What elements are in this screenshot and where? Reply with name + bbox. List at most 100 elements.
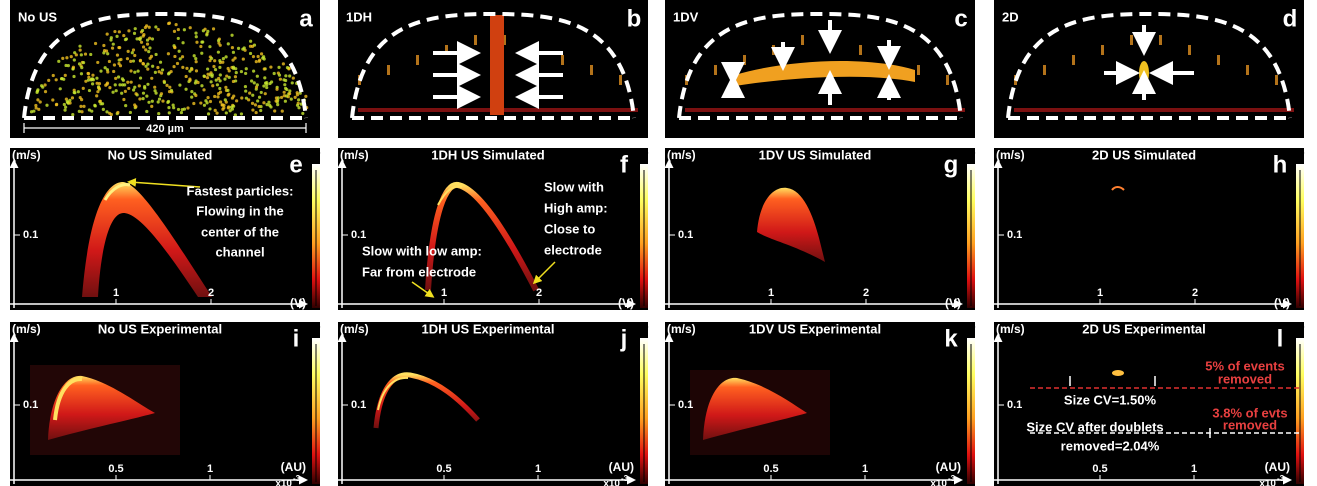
cell — [224, 111, 228, 115]
cell — [220, 103, 224, 107]
cell — [221, 60, 225, 64]
cell — [176, 107, 181, 112]
cell — [177, 49, 181, 53]
cell — [248, 44, 253, 48]
cell — [259, 108, 263, 113]
y-tick-label: 0.1 — [23, 399, 38, 411]
cell — [185, 66, 189, 70]
annotation: Close to — [544, 221, 595, 236]
cell — [114, 76, 118, 80]
cell — [218, 90, 223, 94]
cell — [71, 112, 75, 117]
cell — [134, 92, 138, 96]
channel-outline — [350, 11, 636, 120]
edge-cell — [1130, 35, 1133, 45]
cell — [156, 100, 160, 104]
cell — [186, 106, 190, 110]
annotation: removed=2.04% — [1061, 438, 1160, 453]
edge-cell — [387, 65, 390, 75]
annotation: Size CV after doublets — [1026, 419, 1163, 434]
x-tick-label: 0.5 — [763, 463, 778, 475]
cell — [112, 69, 116, 74]
cell — [131, 48, 136, 52]
cell — [98, 99, 102, 103]
cell — [139, 40, 144, 44]
cell — [68, 101, 72, 105]
cell — [239, 69, 244, 74]
cell — [122, 97, 126, 102]
cell — [59, 77, 64, 81]
cell — [178, 57, 182, 61]
cell — [291, 76, 295, 80]
cell — [168, 85, 172, 89]
cell — [226, 88, 230, 92]
cell — [123, 89, 127, 93]
edge-cell — [714, 65, 717, 75]
panel-title: 1DH US Experimental — [422, 321, 555, 336]
cell — [167, 90, 172, 94]
cell — [114, 89, 118, 93]
density — [425, 181, 539, 292]
x-multiplier: x10 — [603, 479, 620, 486]
cell — [81, 86, 85, 90]
colorbar-label: # — [1296, 147, 1305, 164]
cell — [285, 87, 289, 92]
cell — [231, 58, 235, 62]
y-unit: (m/s) — [12, 148, 41, 162]
cell — [148, 46, 152, 50]
cell — [72, 74, 76, 79]
cell — [277, 65, 281, 69]
cell — [111, 42, 115, 46]
cell — [241, 57, 245, 61]
cell — [209, 56, 214, 61]
cell — [162, 80, 167, 85]
cell — [106, 52, 110, 56]
edge-cell — [1101, 45, 1104, 55]
cell — [233, 113, 237, 117]
y-tick-label: 0.1 — [1007, 399, 1022, 411]
cell — [236, 46, 241, 50]
annotation: removed — [1218, 371, 1272, 386]
cell — [244, 89, 248, 93]
cell — [223, 77, 227, 81]
x-multiplier: x10 — [275, 479, 292, 486]
cell — [203, 27, 207, 31]
annotation: Slow with low amp: — [362, 243, 482, 258]
cell — [150, 37, 155, 41]
cell — [136, 69, 140, 73]
cell — [280, 109, 284, 113]
cell — [262, 101, 266, 105]
cell — [295, 103, 300, 107]
cell — [218, 73, 222, 77]
cell — [130, 51, 134, 55]
cell — [84, 79, 88, 83]
cell — [29, 110, 34, 114]
y-unit: (m/s) — [667, 148, 696, 162]
plot-panel: 0.1 (m/s) 1 2 (V) #2D US Simulated h — [993, 147, 1305, 310]
cell — [133, 85, 137, 89]
cell — [165, 83, 169, 87]
cell — [95, 76, 99, 80]
cell — [250, 101, 255, 105]
cell — [190, 67, 194, 71]
cell — [145, 42, 150, 46]
cell — [166, 21, 171, 26]
colorbar-label: # — [1296, 321, 1305, 338]
cell — [279, 95, 284, 100]
cell — [124, 104, 128, 108]
cell — [210, 73, 214, 77]
cell — [288, 89, 292, 93]
edge-cell — [946, 75, 949, 85]
cell — [38, 100, 42, 104]
edge-cell — [1217, 55, 1220, 65]
cell — [77, 62, 82, 66]
cell — [268, 81, 272, 86]
cell — [105, 81, 110, 85]
cell — [107, 59, 112, 64]
cell — [247, 98, 251, 102]
cell — [63, 73, 67, 78]
cell — [240, 96, 244, 100]
y-tick-label: 0.1 — [23, 229, 38, 241]
cell — [74, 53, 78, 57]
